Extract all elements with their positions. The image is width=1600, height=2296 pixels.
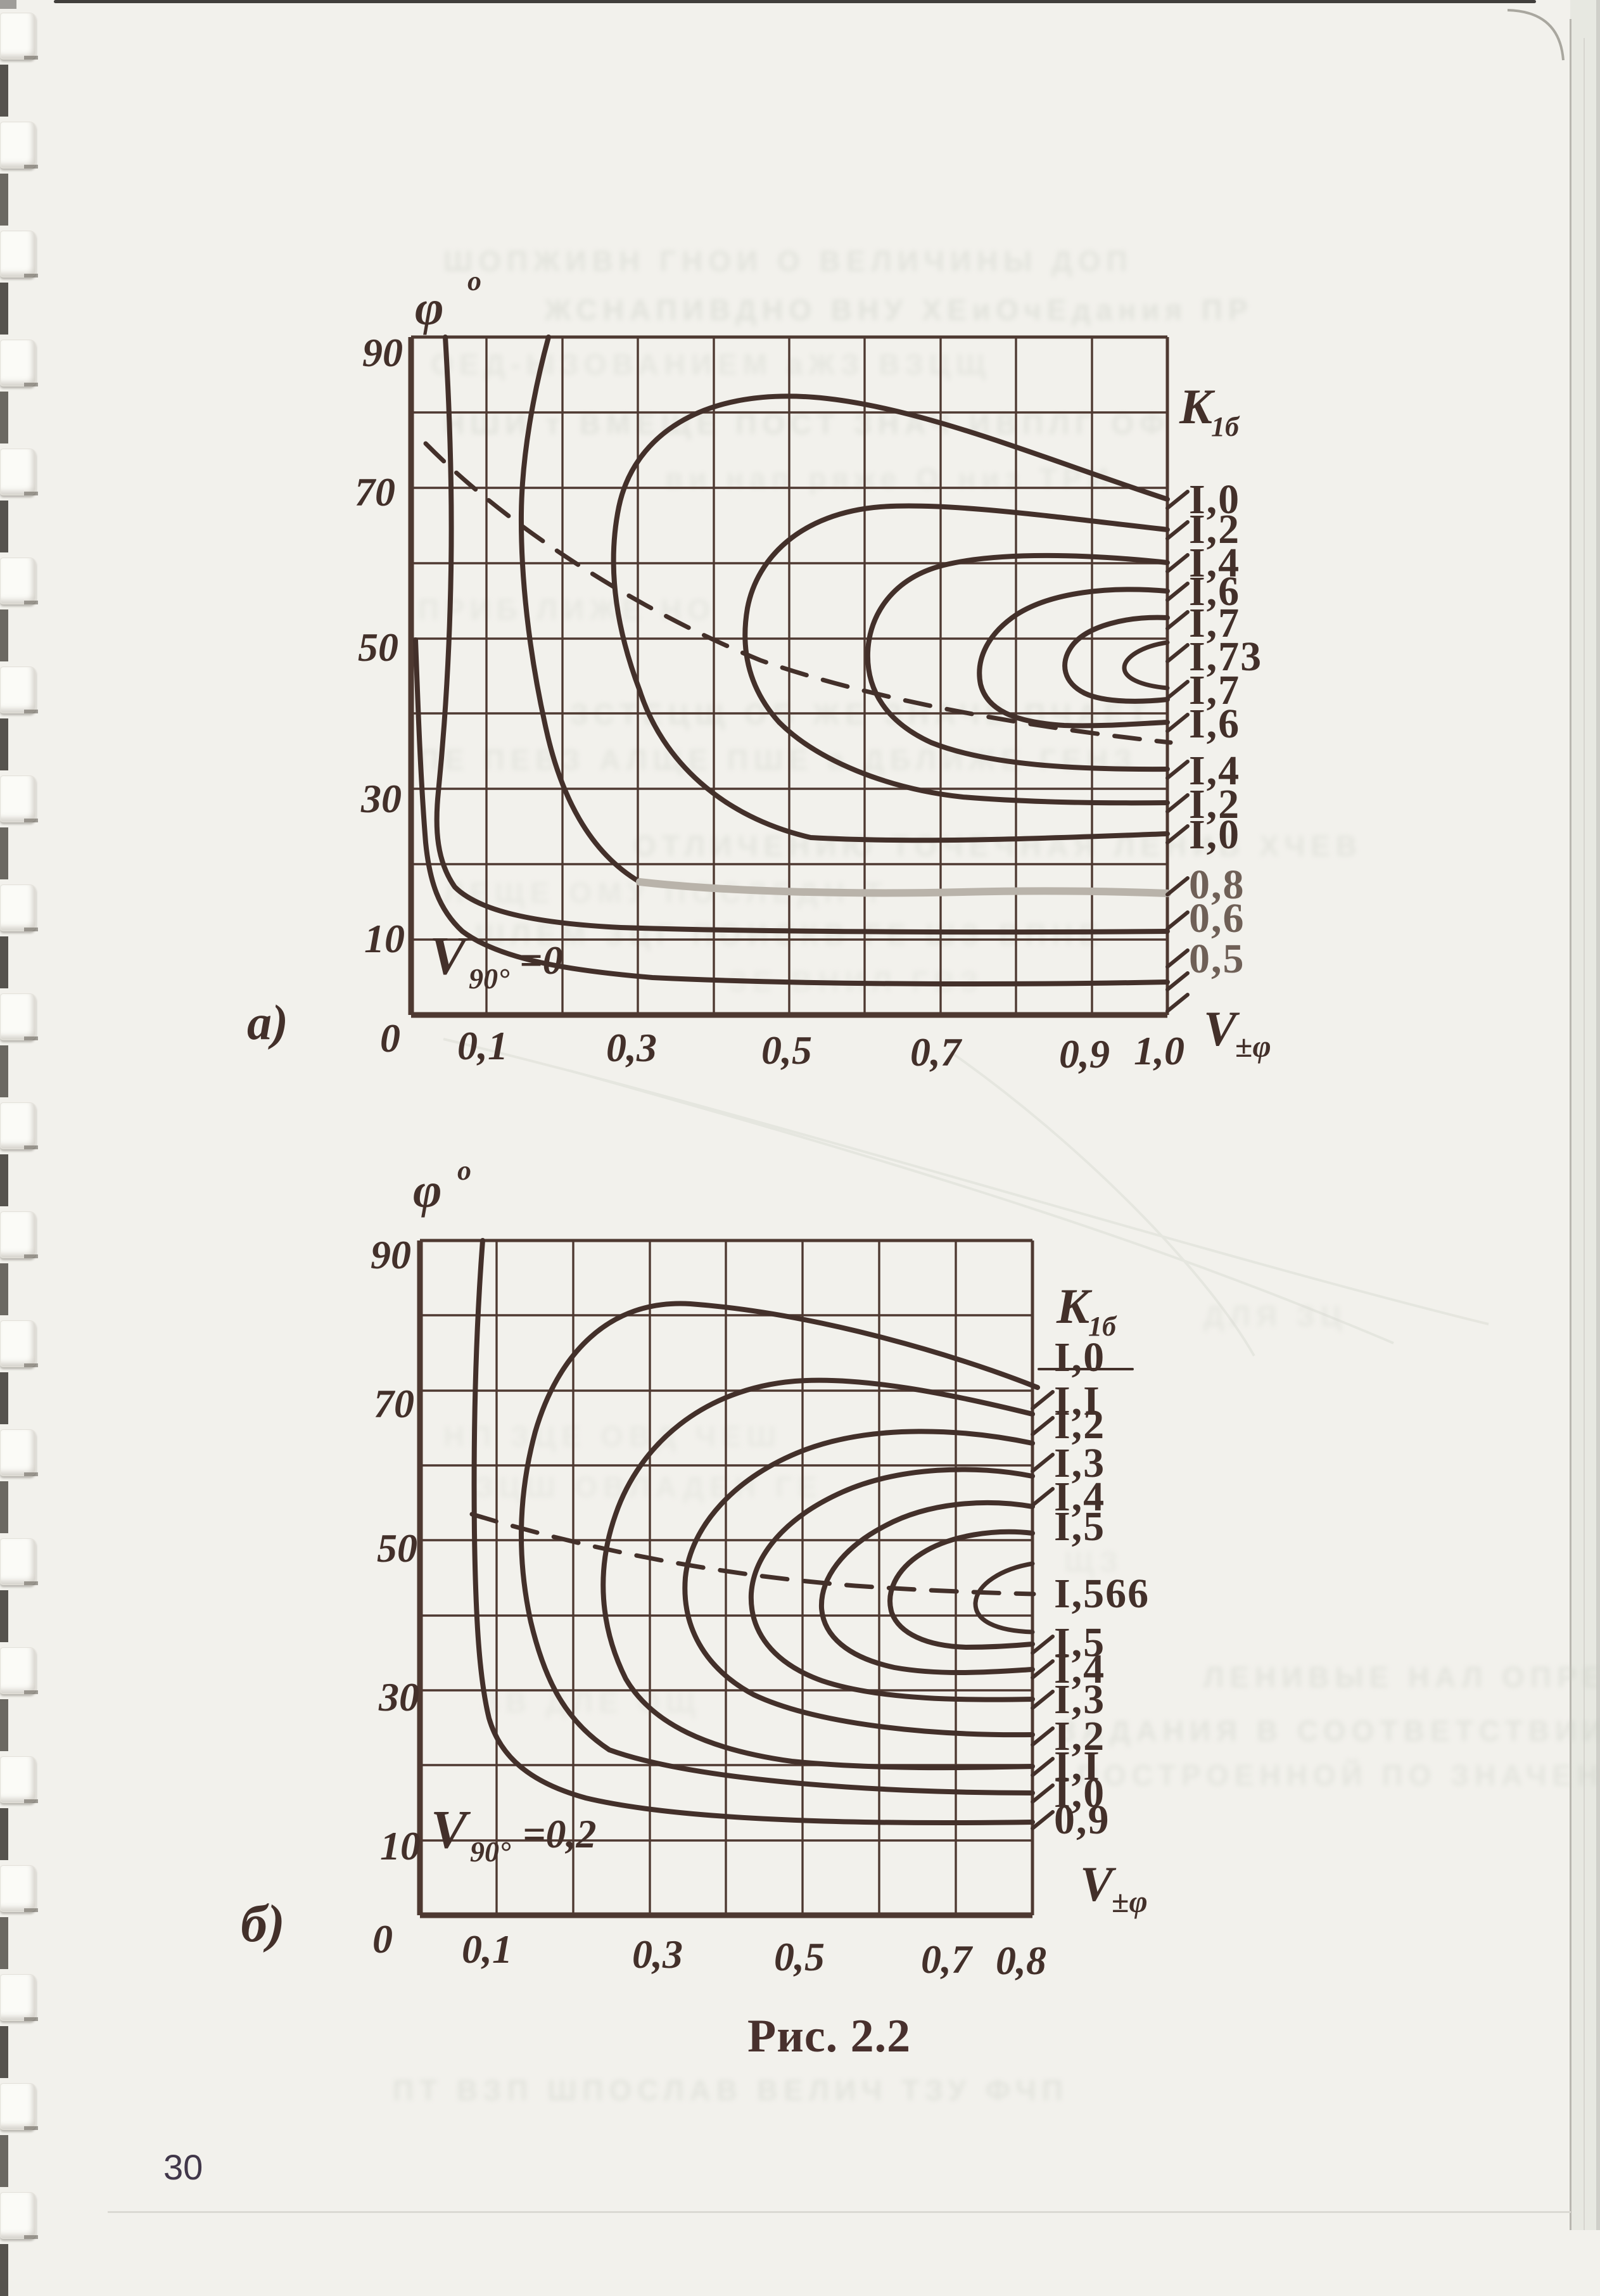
svg-text:70: 70 <box>374 1381 414 1426</box>
svg-text:K: K <box>1179 379 1216 434</box>
svg-text:I,2: I,2 <box>1189 506 1240 552</box>
svg-text:90: 90 <box>371 1232 411 1277</box>
svg-text:I,4: I,4 <box>1189 748 1240 794</box>
svg-text:0,5: 0,5 <box>761 1028 812 1073</box>
svg-text:1б: 1б <box>1088 1311 1117 1342</box>
svg-text:90°: 90° <box>470 1835 511 1868</box>
svg-text:V: V <box>1080 1856 1117 1911</box>
svg-text:0,1: 0,1 <box>462 1927 512 1972</box>
svg-text:I,0: I,0 <box>1189 812 1240 858</box>
svg-text:K: K <box>1056 1279 1093 1334</box>
svg-text:0,8: 0,8 <box>1189 862 1245 908</box>
svg-text:I,2: I,2 <box>1189 781 1240 827</box>
svg-text:0,5: 0,5 <box>774 1934 825 1979</box>
svg-text:I,7: I,7 <box>1189 667 1240 713</box>
svg-text:I,3: I,3 <box>1054 1440 1105 1486</box>
svg-text:10: 10 <box>364 916 405 961</box>
svg-text:Рис. 2.2: Рис. 2.2 <box>747 2010 911 2062</box>
svg-text:φ: φ <box>413 1163 442 1218</box>
svg-text:a): a) <box>247 995 288 1050</box>
svg-text:0,9: 0,9 <box>1059 1031 1110 1076</box>
svg-text:I,I: I,I <box>1054 1378 1101 1424</box>
svg-text:30: 30 <box>163 2147 203 2187</box>
svg-text:V: V <box>1203 1001 1240 1056</box>
svg-text:V: V <box>429 925 470 986</box>
svg-text:I,5: I,5 <box>1054 1619 1105 1666</box>
svg-text:I,0: I,0 <box>1054 1770 1105 1816</box>
svg-text:I,0: I,0 <box>1189 476 1240 523</box>
svg-text:30: 30 <box>360 776 402 821</box>
svg-text:0,3: 0,3 <box>632 1932 683 1977</box>
svg-text:I,4: I,4 <box>1054 1646 1105 1692</box>
svg-text:30: 30 <box>378 1674 419 1719</box>
svg-text:0,9: 0,9 <box>1054 1797 1110 1843</box>
svg-text:I,4: I,4 <box>1189 540 1240 586</box>
svg-text:90°: 90° <box>469 962 510 995</box>
svg-text:б): б) <box>241 1894 285 1953</box>
svg-text:I,2: I,2 <box>1054 1713 1105 1759</box>
svg-text:0,7: 0,7 <box>910 1030 963 1075</box>
svg-text:I,I: I,I <box>1054 1743 1101 1789</box>
svg-text:I,7: I,7 <box>1189 600 1240 646</box>
svg-text:1б: 1б <box>1211 411 1240 442</box>
svg-text:0: 0 <box>380 1016 400 1061</box>
svg-text:0,7: 0,7 <box>921 1937 974 1982</box>
svg-text:φ: φ <box>415 280 444 335</box>
svg-text:=0,2: =0,2 <box>523 1811 596 1856</box>
svg-text:±φ: ±φ <box>1235 1028 1271 1064</box>
svg-text:o: o <box>467 265 481 297</box>
svg-text:I,5: I,5 <box>1054 1503 1105 1550</box>
svg-text:V: V <box>431 1799 471 1859</box>
svg-text:I,566: I,566 <box>1054 1571 1150 1617</box>
svg-text:90: 90 <box>362 330 403 375</box>
svg-text:I,6: I,6 <box>1189 701 1240 747</box>
svg-text:I,3: I,3 <box>1054 1676 1105 1723</box>
svg-text:0,8: 0,8 <box>996 1938 1046 1983</box>
svg-text:±φ: ±φ <box>1112 1884 1148 1919</box>
svg-text:0,3: 0,3 <box>606 1025 657 1070</box>
svg-text:I,2: I,2 <box>1054 1401 1105 1448</box>
svg-text:I,6: I,6 <box>1189 568 1240 615</box>
svg-text:0,1: 0,1 <box>457 1023 508 1068</box>
svg-text:I,73: I,73 <box>1189 634 1262 680</box>
svg-text:0,6: 0,6 <box>1189 895 1245 941</box>
svg-text:o: o <box>457 1155 471 1186</box>
svg-text:50: 50 <box>377 1526 417 1571</box>
svg-text:I,0: I,0 <box>1054 1334 1105 1381</box>
svg-text:=0: =0 <box>519 938 562 983</box>
svg-text:50: 50 <box>358 625 398 670</box>
svg-text:10: 10 <box>380 1823 421 1868</box>
svg-text:70: 70 <box>355 469 395 514</box>
svg-text:0,5: 0,5 <box>1189 936 1245 982</box>
svg-text:0: 0 <box>372 1917 393 1961</box>
svg-text:1,0: 1,0 <box>1134 1028 1184 1073</box>
svg-text:I,4: I,4 <box>1054 1474 1105 1520</box>
